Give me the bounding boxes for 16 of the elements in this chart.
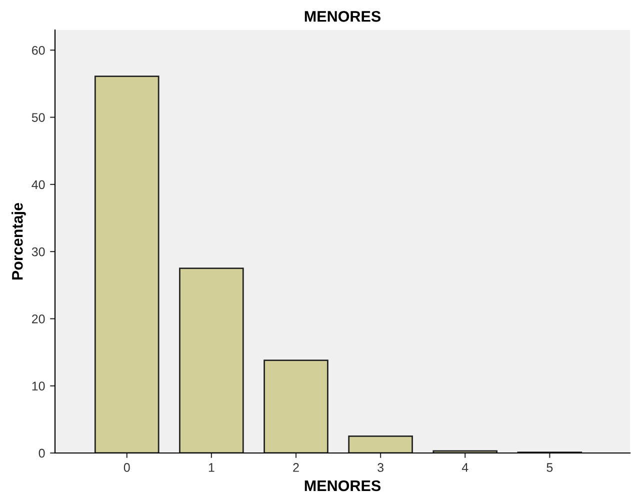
y-tick-label: 10: [32, 382, 45, 391]
y-tick-label: 50: [32, 113, 45, 122]
chart-title: MENORES: [304, 11, 381, 22]
y-axis-title: Porcentaje: [12, 202, 26, 280]
x-tick-label: 4: [462, 463, 468, 472]
y-tick-label: 60: [32, 46, 45, 55]
x-tick-label: 5: [546, 463, 553, 472]
y-tick-label: 0: [38, 448, 45, 458]
x-tick-label: 0: [124, 463, 130, 472]
y-tick-label: 40: [32, 180, 45, 190]
x-tick-label: 2: [293, 463, 299, 472]
x-tick-label: 1: [208, 463, 214, 472]
y-tick-label: 20: [32, 314, 45, 324]
x-tick-label: 3: [378, 463, 384, 472]
y-tick-label: 30: [32, 247, 45, 256]
x-axis-title: MENORES: [304, 480, 381, 492]
